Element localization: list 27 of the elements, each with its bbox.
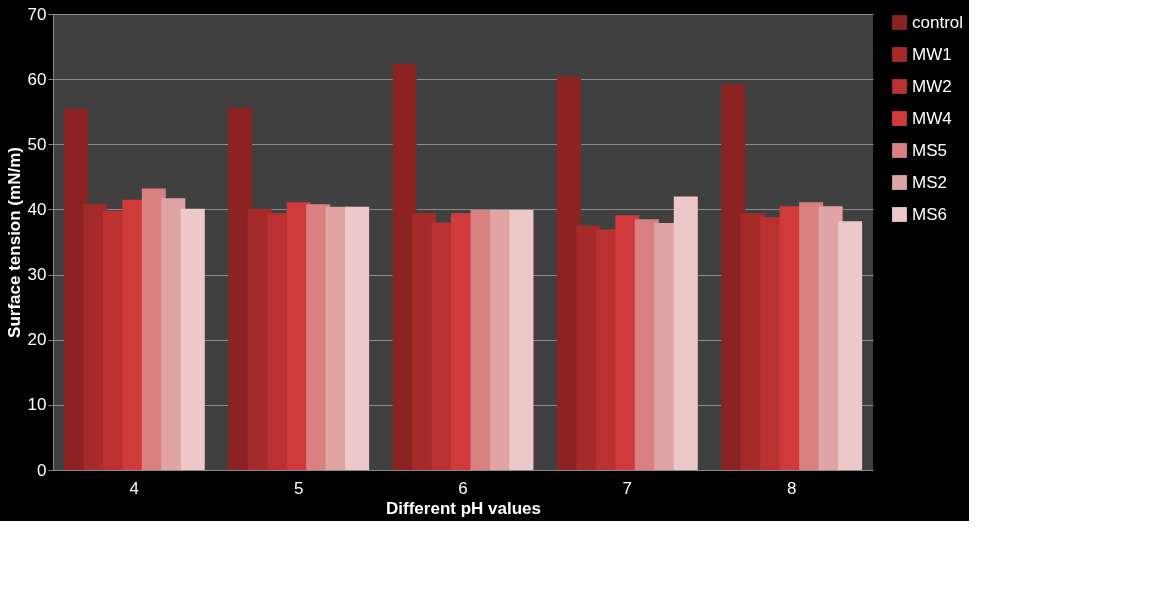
y-tick-label: 40	[27, 199, 47, 219]
legend-label: control	[912, 12, 964, 32]
x-tick-label: 8	[786, 478, 797, 498]
bar	[509, 210, 534, 470]
bar	[345, 206, 370, 470]
x-tick-label: 4	[129, 478, 140, 498]
y-tick-label: 0	[37, 460, 47, 480]
y-tick-label: 30	[27, 265, 47, 285]
bar	[180, 208, 205, 470]
y-tick-label: 20	[27, 330, 47, 350]
bar	[673, 196, 698, 470]
y-tick-label: 60	[27, 69, 47, 89]
x-tick-label: 5	[293, 478, 304, 498]
y-tick-label: 10	[27, 395, 47, 415]
x-tick-label: 7	[622, 478, 633, 498]
legend-label: MW2	[912, 76, 952, 96]
legend-label: MS2	[912, 172, 947, 192]
y-axis-title: Surface tension (mN/m)	[4, 147, 24, 338]
bar	[838, 221, 863, 470]
legend-label: MW1	[912, 44, 952, 64]
y-tick-label: 50	[27, 134, 47, 154]
legend-label: MS6	[912, 204, 947, 224]
legend-label: MS5	[912, 140, 947, 160]
x-tick-label: 6	[458, 478, 468, 498]
x-axis-title: Different pH values	[386, 498, 541, 518]
y-tick-label: 70	[27, 4, 47, 24]
legend-label: MW4	[912, 108, 952, 128]
